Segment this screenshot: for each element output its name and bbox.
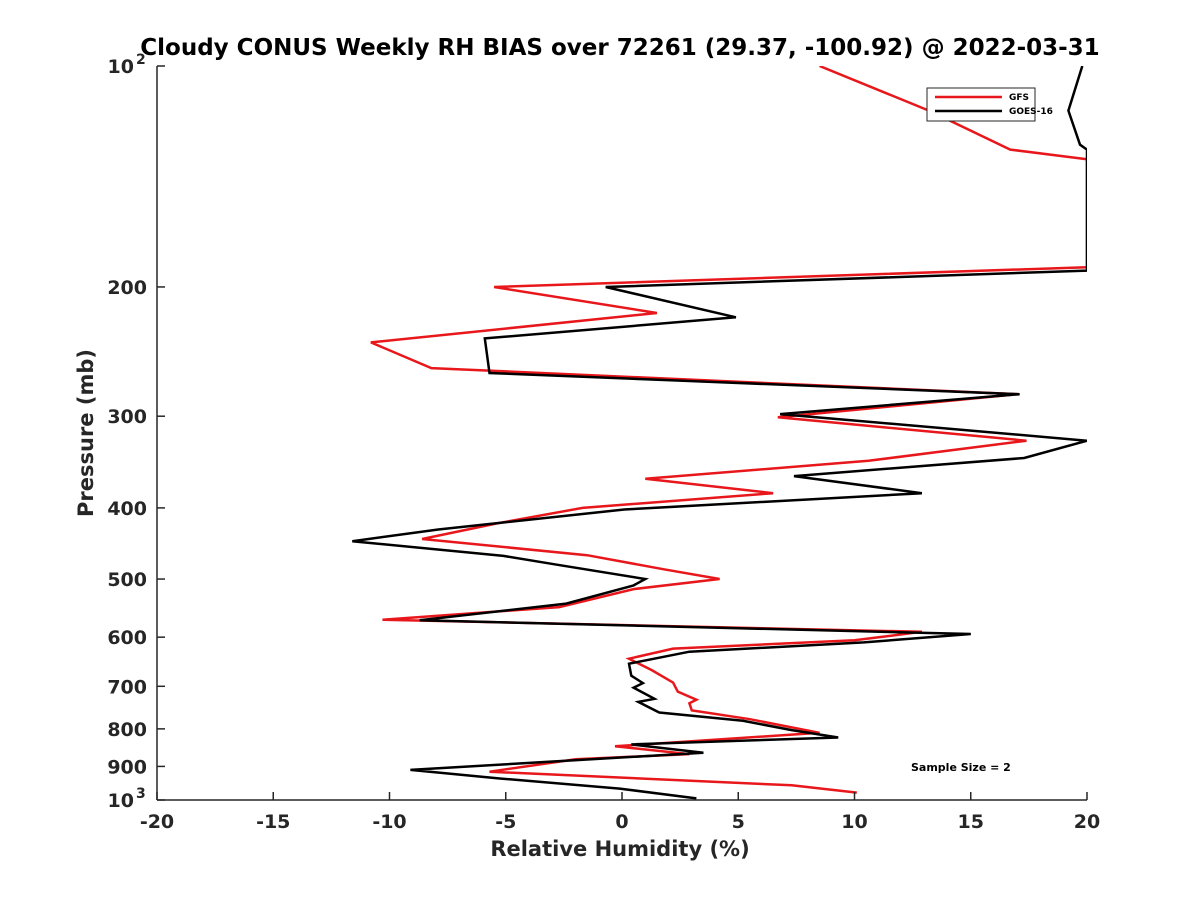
legend-box: [926, 87, 1036, 122]
x-tick-label: 5: [732, 811, 745, 833]
y-tick-label: 200: [107, 277, 147, 299]
y-axis-label: Pressure (mb): [74, 349, 98, 517]
x-tick-label: 0: [615, 811, 628, 833]
y-tick-exponent: 2: [136, 52, 146, 68]
x-axis-label: Relative Humidity (%): [490, 837, 749, 861]
sample-size-annotation: Sample Size = 2: [911, 761, 1011, 774]
y-tick-label: 300: [107, 406, 147, 428]
legend-label-goes16: GOES-16: [1009, 107, 1053, 117]
series-line-1: [352, 66, 1087, 800]
y-tick-label: 600: [107, 627, 147, 649]
y-tick-exponent: 3: [136, 786, 146, 802]
y-tick-label: 900: [107, 756, 147, 778]
y-tick-label: 400: [107, 498, 147, 520]
legend: GFS GOES-16: [926, 87, 1053, 122]
legend-label-gfs: GFS: [1009, 93, 1029, 103]
chart-title: Cloudy CONUS Weekly RH BIAS over 72261 (…: [140, 35, 1099, 61]
x-tick-label: -10: [372, 811, 406, 833]
x-tick-label: 15: [958, 811, 984, 833]
x-axis-ticks: -20 -15 -10 -5 0 5 10 15 20: [140, 792, 1100, 833]
x-tick-label: -5: [495, 811, 516, 833]
x-tick-label: 10: [841, 811, 867, 833]
x-tick-label: -20: [140, 811, 174, 833]
x-tick-label: 20: [1074, 811, 1100, 833]
series-line-0: [370, 66, 1087, 794]
series-layer: [352, 66, 1087, 800]
y-tick-label: 10: [108, 790, 134, 812]
y-tick-label: 800: [107, 719, 147, 741]
y-tick-label: 10: [108, 56, 134, 78]
x-tick-label: -15: [256, 811, 290, 833]
y-tick-label: 700: [107, 676, 147, 698]
y-tick-label: 500: [107, 569, 147, 591]
